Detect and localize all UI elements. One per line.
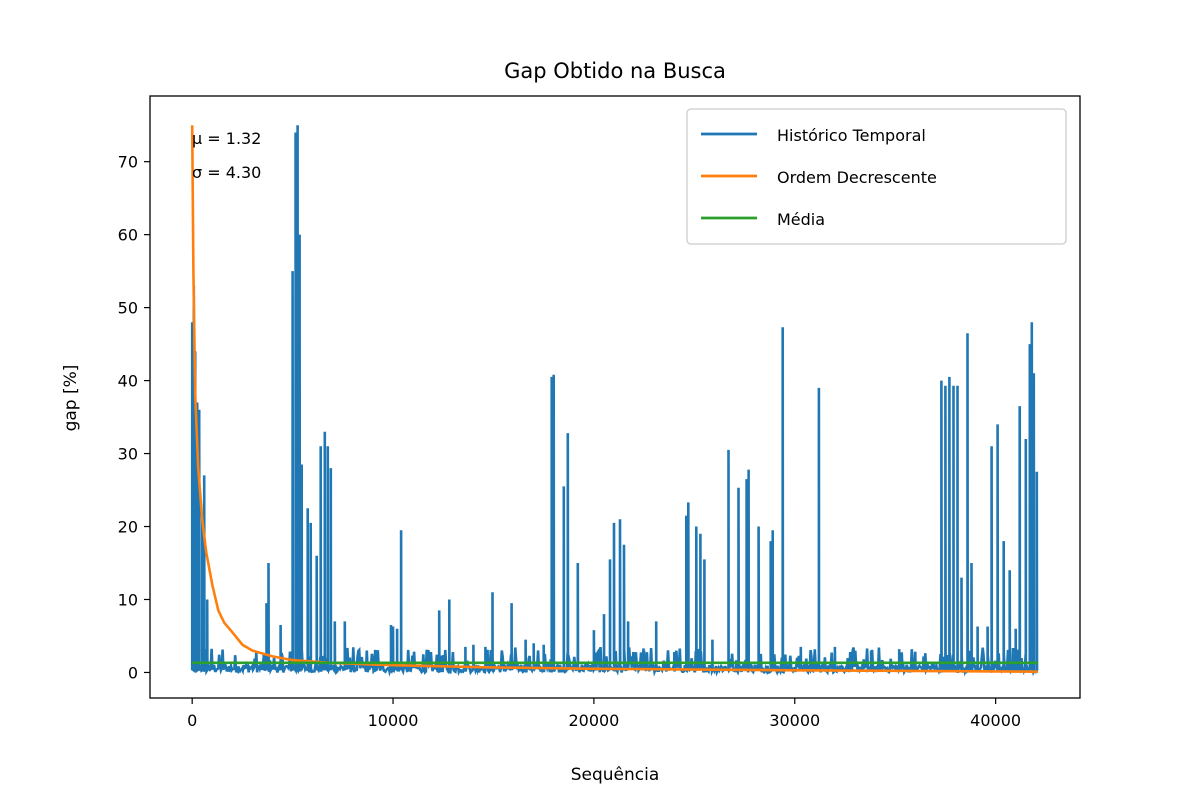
y-tick-label: 70: [118, 153, 138, 172]
legend-label-media: Média: [777, 210, 825, 229]
y-tick-label: 20: [118, 518, 138, 537]
y-tick-label: 0: [128, 663, 138, 682]
x-axis-label: Sequência: [571, 765, 660, 785]
mean-annotation: μ = 1.32: [192, 129, 261, 148]
std-annotation: σ = 4.30: [192, 163, 261, 182]
y-tick-label: 10: [118, 590, 138, 609]
x-tick-label: 10000: [368, 711, 419, 730]
chart-title: Gap Obtido na Busca: [504, 59, 726, 83]
y-tick-label: 60: [118, 226, 138, 245]
y-tick-label: 40: [118, 372, 138, 391]
y-axis-label: gap [%]: [61, 365, 81, 432]
x-axis: 0 10000 20000 30000 40000: [187, 698, 1021, 730]
legend: Histórico Temporal Ordem Decrescente Méd…: [686, 108, 1067, 245]
plot-frame: [149, 95, 1081, 699]
x-tick-label: 40000: [970, 711, 1021, 730]
x-tick-label: 0: [187, 711, 197, 730]
legend-label-historico: Histórico Temporal: [777, 126, 926, 145]
legend-label-ordem: Ordem Decrescente: [777, 168, 937, 187]
y-tick-label: 30: [118, 445, 138, 464]
series-ordem-decrescente-line: [190, 125, 1038, 673]
y-axis: 0 10 20 30 40 50 60 70: [118, 153, 150, 682]
y-tick-label: 50: [118, 299, 138, 318]
x-tick-label: 20000: [568, 711, 619, 730]
legend-box: [686, 108, 1067, 245]
x-tick-label: 30000: [769, 711, 820, 730]
